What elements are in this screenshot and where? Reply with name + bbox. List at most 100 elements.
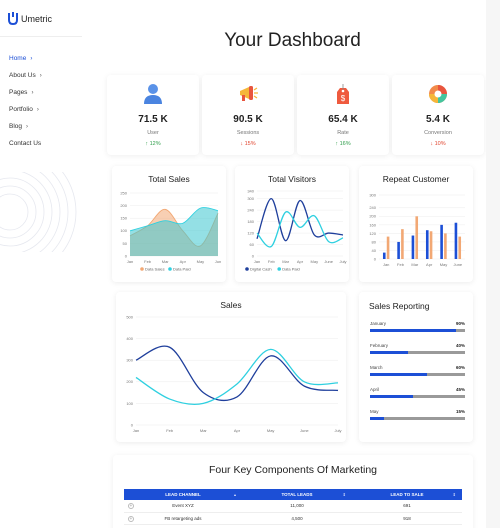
- y-tick-label: 200: [369, 214, 376, 219]
- total-sales-chart: 0 50 100 150 200 250 Jan Feb Mar Apr May Jun Data Sa…: [120, 190, 221, 271]
- card-title: Sales: [220, 300, 242, 310]
- nav-item-portfolio[interactable]: Portfolio ›: [9, 101, 42, 118]
- bar: [458, 236, 462, 259]
- x-tick-label: Feb: [397, 262, 405, 267]
- table-cell: 11,000: [242, 500, 352, 513]
- pie-chart-icon: [429, 85, 447, 103]
- progress-track: [370, 417, 465, 420]
- x-tick-label: May: [311, 259, 319, 264]
- y-tick-label: 300: [369, 192, 376, 197]
- progress-fill: [370, 329, 456, 332]
- nav-item-pages[interactable]: Pages ›: [9, 84, 42, 101]
- chevron-right-icon: ›: [31, 89, 34, 96]
- table-cell: + FB retargeting ads: [124, 512, 242, 525]
- nav-item-blog[interactable]: Blog ›: [9, 118, 42, 135]
- column-label: LEAD TO SALE: [390, 492, 424, 497]
- chevron-right-icon: ›: [30, 55, 33, 62]
- table-cell: 691: [352, 500, 462, 513]
- x-tick-label: Jan: [254, 259, 260, 264]
- y-tick-label: 50: [123, 241, 128, 246]
- stat-card-user: 71.5 K User ↑ 12%: [107, 75, 199, 155]
- table-row: + Event XYZ 11,000 691: [124, 500, 462, 513]
- column-label: LEAD CHANNEL: [165, 492, 201, 497]
- legend-marker: [245, 267, 249, 271]
- y-tick-label: 0: [374, 256, 377, 261]
- series-line: [256, 211, 344, 248]
- progress-fill: [370, 395, 413, 398]
- stat-value: 5.4 K: [426, 114, 450, 125]
- x-tick-label: Jun: [215, 259, 221, 264]
- report-item: January 90%: [370, 321, 465, 335]
- x-tick-label: Apr: [180, 259, 187, 264]
- series-line: [129, 207, 219, 232]
- column-header-lead-to-sale[interactable]: LEAD TO SALE ⇕: [352, 489, 462, 500]
- x-tick-label: Feb: [268, 259, 276, 264]
- series-line: [256, 197, 344, 242]
- y-tick-label: 240: [247, 208, 254, 213]
- sales-reporting-card: Sales Reporting January 90% February 40%…: [359, 292, 473, 442]
- chevron-right-icon: ›: [26, 123, 29, 130]
- stat-change: ↓ 10%: [430, 141, 446, 147]
- y-tick-label: 0: [125, 253, 128, 258]
- bar: [440, 224, 443, 259]
- cell-text: Event XYZ: [172, 503, 194, 509]
- legend-marker: [168, 267, 172, 271]
- x-tick-label: May: [440, 262, 448, 267]
- legend-marker: [140, 267, 144, 271]
- y-tick-label: 0: [252, 253, 255, 258]
- x-tick-label: Mar: [411, 262, 419, 267]
- price-tag-icon: $: [337, 84, 349, 104]
- column-header-total-leads[interactable]: TOTAL LEADS ⇕: [242, 489, 352, 500]
- page-scrollbar[interactable]: [486, 0, 500, 528]
- svg-text:$: $: [341, 94, 346, 103]
- stat-change: ↑ 12%: [145, 141, 161, 147]
- nav-label: Pages: [9, 89, 28, 96]
- stat-card-conversion: 5.4 K Conversion ↓ 10%: [392, 75, 484, 155]
- report-month: March: [370, 365, 383, 370]
- bar: [425, 230, 429, 259]
- page-title: Your Dashboard: [224, 30, 361, 51]
- bar: [382, 252, 386, 259]
- umetric-logo-icon: [8, 12, 18, 25]
- repeat-customer-chart: 0 40 80 120 160 200 240 300 Jan Feb Mar Apr May June: [369, 192, 465, 267]
- bar: [444, 233, 447, 259]
- report-percent: 40%: [455, 343, 465, 348]
- stat-value: 90.5 K: [233, 114, 263, 125]
- nav-label: Home: [9, 55, 27, 62]
- progress-track: [370, 351, 465, 354]
- table-cell: 918: [352, 512, 462, 525]
- column-label: TOTAL LEADS: [281, 492, 313, 497]
- column-header-lead-channel[interactable]: LEAD CHANNEL ▴: [124, 489, 242, 500]
- nav-item-contact-us[interactable]: Contact Us: [9, 135, 42, 152]
- brand-logo[interactable]: Umetric: [8, 12, 52, 25]
- x-tick-label: June: [453, 262, 462, 267]
- legend-marker: [277, 267, 281, 271]
- chevron-right-icon: ›: [36, 106, 39, 113]
- nav-item-about-us[interactable]: About Us ›: [9, 67, 42, 84]
- progress-track: [370, 395, 465, 398]
- series-line: [135, 345, 339, 402]
- y-tick-label: 240: [369, 205, 376, 210]
- table-cell: + Event XYZ: [124, 500, 242, 513]
- bar: [411, 235, 415, 259]
- sidebar: Umetric Home › About Us › Pages › Portfolio…: [0, 0, 82, 528]
- total-visitors-chart: 0 60 120 180 240 300 340 Jan Feb Mar Apr May June Jul…: [245, 188, 347, 271]
- x-tick-label: June: [324, 259, 333, 264]
- marketing-table: LEAD CHANNEL ▴ TOTAL LEADS ⇕ LEAD TO SALE ⇕…: [124, 489, 462, 525]
- y-tick-label: 160: [369, 222, 376, 227]
- report-percent: 60%: [455, 365, 465, 370]
- nav-item-home[interactable]: Home ›: [9, 50, 42, 67]
- report-month: May: [370, 409, 379, 414]
- bar: [401, 229, 404, 259]
- report-item: March 60%: [370, 365, 465, 379]
- series-line: [135, 348, 339, 406]
- y-tick-label: 0: [131, 422, 134, 427]
- expand-row-icon[interactable]: +: [128, 503, 134, 509]
- x-tick-label: Jan: [133, 428, 139, 433]
- progress-fill: [370, 417, 385, 420]
- sales-reporting-title: Sales Reporting: [369, 301, 430, 311]
- expand-row-icon[interactable]: +: [128, 515, 134, 522]
- y-tick-label: 200: [126, 379, 133, 384]
- bar: [415, 216, 419, 259]
- report-month: January: [370, 321, 387, 326]
